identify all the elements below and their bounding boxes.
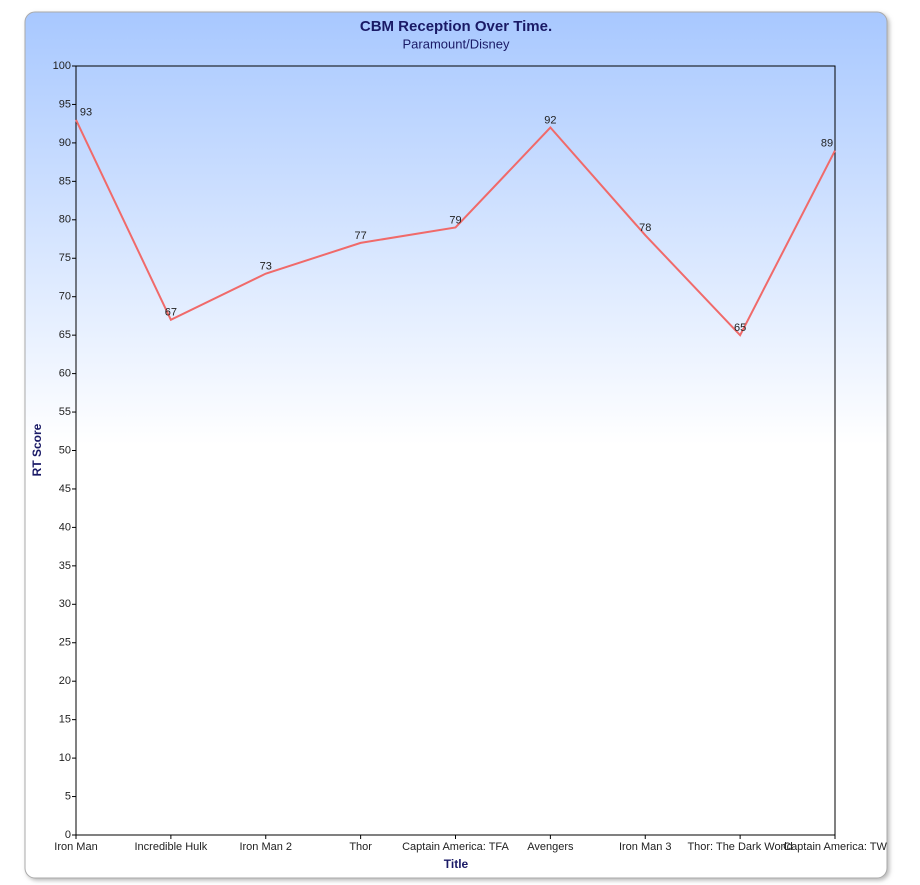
y-tick-label: 55 — [59, 406, 71, 418]
y-tick-label: 95 — [59, 98, 71, 110]
x-tick-label: Avengers — [527, 841, 574, 853]
y-tick-label: 10 — [59, 752, 71, 764]
y-tick-label: 30 — [59, 598, 71, 610]
data-label: 92 — [544, 114, 556, 126]
y-tick-label: 15 — [59, 714, 71, 726]
y-tick-label: 75 — [59, 252, 71, 264]
data-label: 73 — [260, 261, 272, 273]
data-label: 89 — [821, 137, 833, 149]
chart-subtitle: Paramount/Disney — [403, 36, 510, 51]
x-tick-label: Iron Man 2 — [239, 841, 292, 853]
x-tick-label: Incredible Hulk — [134, 841, 207, 853]
y-tick-label: 0 — [65, 829, 71, 841]
y-tick-label: 35 — [59, 560, 71, 572]
data-label: 67 — [165, 307, 177, 319]
y-tick-label: 100 — [53, 60, 71, 72]
panel — [24, 11, 888, 879]
data-label: 79 — [449, 214, 461, 226]
y-tick-label: 85 — [59, 175, 71, 187]
y-tick-label: 5 — [65, 790, 71, 802]
y-tick-label: 65 — [59, 329, 71, 341]
y-tick-label: 90 — [59, 137, 71, 149]
x-tick-label: Iron Man — [54, 841, 97, 853]
x-tick-label: Captain America: TFA — [402, 841, 509, 853]
x-axis-title: Title — [444, 857, 469, 871]
y-tick-label: 40 — [59, 521, 71, 533]
x-tick-label: Iron Man 3 — [619, 841, 672, 853]
y-tick-label: 20 — [59, 675, 71, 687]
y-axis-title: RT Score — [30, 423, 44, 476]
x-tick-label: Captain America: TW — [783, 841, 887, 853]
x-tick-label: Thor — [349, 841, 372, 853]
y-tick-label: 45 — [59, 483, 71, 495]
data-label: 77 — [355, 230, 367, 242]
y-tick-label: 70 — [59, 291, 71, 303]
data-label: 93 — [80, 107, 92, 119]
y-tick-label: 60 — [59, 368, 71, 380]
data-label: 65 — [734, 322, 746, 334]
y-tick-label: 25 — [59, 637, 71, 649]
y-tick-label: 50 — [59, 444, 71, 456]
x-tick-label: Thor: The Dark World — [687, 841, 792, 853]
data-line — [75, 119, 836, 337]
y-tick-label: 80 — [59, 214, 71, 226]
data-label: 78 — [639, 222, 651, 234]
chart-title: CBM Reception Over Time. — [360, 18, 552, 35]
